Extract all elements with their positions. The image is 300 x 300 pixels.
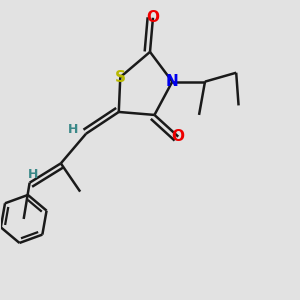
Text: N: N [166,74,179,89]
Text: O: O [146,10,160,25]
Text: H: H [27,168,38,181]
Text: O: O [172,129,185,144]
Text: H: H [68,123,78,136]
Text: S: S [115,70,126,85]
